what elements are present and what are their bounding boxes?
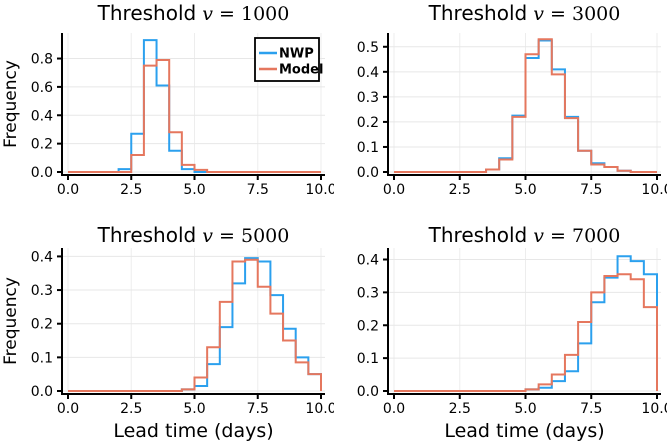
y-tick-label: 0.4 bbox=[31, 108, 53, 124]
x-tick-label: 10.0 bbox=[641, 182, 667, 198]
y-tick-label: 0.0 bbox=[31, 165, 53, 181]
title-prefix: Threshold bbox=[428, 223, 528, 247]
panel-threshold-7000: 0.0 2.5 5.0 7.5 10.0 0.0 0.1 0.2 0.3 0.4 Threshold… bbox=[334, 222, 667, 445]
x-axis-label: Lead time (days) bbox=[444, 420, 604, 442]
y-tick-label: 0.2 bbox=[357, 318, 379, 334]
y-tick-label: 0.3 bbox=[357, 285, 379, 301]
x-axis-label: Lead time (days) bbox=[113, 420, 273, 442]
y-axis-label: Frequency bbox=[1, 60, 21, 148]
legend-label-nwp: NWP bbox=[279, 47, 314, 62]
x-tick-label: 0.0 bbox=[383, 401, 405, 417]
panel-title: Threshold v = 5000 bbox=[97, 223, 290, 247]
x-tick-label: 0.0 bbox=[383, 182, 405, 198]
x-tick-label: 5.0 bbox=[514, 401, 536, 417]
title-math-value: = 7000 bbox=[544, 225, 620, 247]
y-tick-label: 0.1 bbox=[357, 351, 379, 367]
x-tick-label: 10.0 bbox=[305, 401, 334, 417]
legend-box bbox=[254, 37, 320, 82]
y-tick-label: 0.2 bbox=[357, 115, 379, 131]
panel-threshold-1000: 0.0 2.5 5.0 7.5 10.0 0.0 0.2 0.4 0.6 0.8 Threshold… bbox=[0, 0, 334, 222]
y-tick-label: 0.8 bbox=[31, 52, 53, 68]
panel-title: Threshold v = 1000 bbox=[97, 1, 290, 25]
y-tick-label: 0.4 bbox=[357, 253, 379, 269]
x-tick-label: 7.5 bbox=[580, 182, 602, 198]
panel-canvas-1000: 0.0 2.5 5.0 7.5 10.0 0.0 0.2 0.4 0.6 0.8 Threshold… bbox=[1, 1, 334, 198]
y-tick-label: 0.5 bbox=[357, 40, 379, 56]
y-tick-label: 0.1 bbox=[31, 350, 53, 366]
y-tick-label: 0.1 bbox=[357, 140, 379, 156]
x-tick-label: 2.5 bbox=[449, 401, 471, 417]
title-math-var: v bbox=[196, 225, 213, 247]
y-tick-label: 0.0 bbox=[357, 165, 379, 181]
title-math-value: = 5000 bbox=[213, 225, 289, 247]
title-math-var: v bbox=[527, 225, 544, 247]
x-tick-label: 7.5 bbox=[247, 182, 269, 198]
y-tick-label: 0.0 bbox=[31, 384, 53, 400]
x-tick-label: 2.5 bbox=[449, 182, 471, 198]
x-tick-label: 5.0 bbox=[514, 182, 536, 198]
panel-title: Threshold v = 3000 bbox=[428, 1, 621, 25]
x-tick-label: 7.5 bbox=[247, 401, 269, 417]
panel-title: Threshold v = 7000 bbox=[428, 223, 621, 247]
title-prefix: Threshold bbox=[97, 1, 197, 25]
y-tick-label: 0.2 bbox=[31, 317, 53, 333]
y-axis-label: Frequency bbox=[1, 277, 21, 365]
panel-threshold-5000: 0.0 2.5 5.0 7.5 10.0 0.0 0.1 0.2 0.3 0.4 Threshold… bbox=[0, 222, 334, 445]
series-line-model bbox=[68, 58, 321, 173]
title-prefix: Threshold bbox=[97, 223, 197, 247]
panel-canvas-5000: 0.0 2.5 5.0 7.5 10.0 0.0 0.1 0.2 0.3 0.4 Threshold… bbox=[1, 223, 334, 442]
x-tick-label: 2.5 bbox=[120, 182, 142, 198]
x-tick-label: 5.0 bbox=[183, 182, 205, 198]
y-tick-label: 0.6 bbox=[31, 80, 53, 96]
y-tick-label: 0.2 bbox=[31, 137, 53, 153]
y-tick-label: 0.3 bbox=[357, 90, 379, 106]
x-tick-label: 10.0 bbox=[641, 401, 667, 417]
y-tick-label: 0.4 bbox=[357, 65, 379, 81]
title-math-var: v bbox=[527, 3, 544, 25]
series-line-model bbox=[394, 38, 657, 173]
title-prefix: Threshold bbox=[428, 1, 528, 25]
series-line-model bbox=[68, 258, 322, 392]
y-tick-label: 0.0 bbox=[357, 384, 379, 400]
title-math-value: = 3000 bbox=[544, 3, 620, 25]
x-tick-label: 7.5 bbox=[580, 401, 602, 417]
x-tick-label: 0.0 bbox=[57, 401, 79, 417]
title-math-value: = 1000 bbox=[213, 3, 289, 25]
legend-label-model: Model bbox=[279, 63, 323, 78]
panel-canvas-7000: 0.0 2.5 5.0 7.5 10.0 0.0 0.1 0.2 0.3 0.4 Threshold… bbox=[357, 223, 667, 442]
y-tick-label: 0.3 bbox=[31, 283, 53, 299]
title-math-var: v bbox=[196, 3, 213, 25]
series-line-model bbox=[394, 273, 658, 392]
panel-threshold-3000: 0.0 2.5 5.0 7.5 10.0 0.0 0.1 0.2 0.3 0.4 0.5 Thresh… bbox=[334, 0, 667, 222]
y-tick-label: 0.4 bbox=[31, 249, 53, 265]
x-tick-label: 2.5 bbox=[120, 401, 142, 417]
x-tick-label: 0.0 bbox=[57, 182, 79, 198]
x-tick-label: 5.0 bbox=[183, 401, 205, 417]
x-tick-label: 10.0 bbox=[305, 182, 334, 198]
panel-canvas-3000: 0.0 2.5 5.0 7.5 10.0 0.0 0.1 0.2 0.3 0.4 0.5 Thresh… bbox=[357, 1, 667, 198]
